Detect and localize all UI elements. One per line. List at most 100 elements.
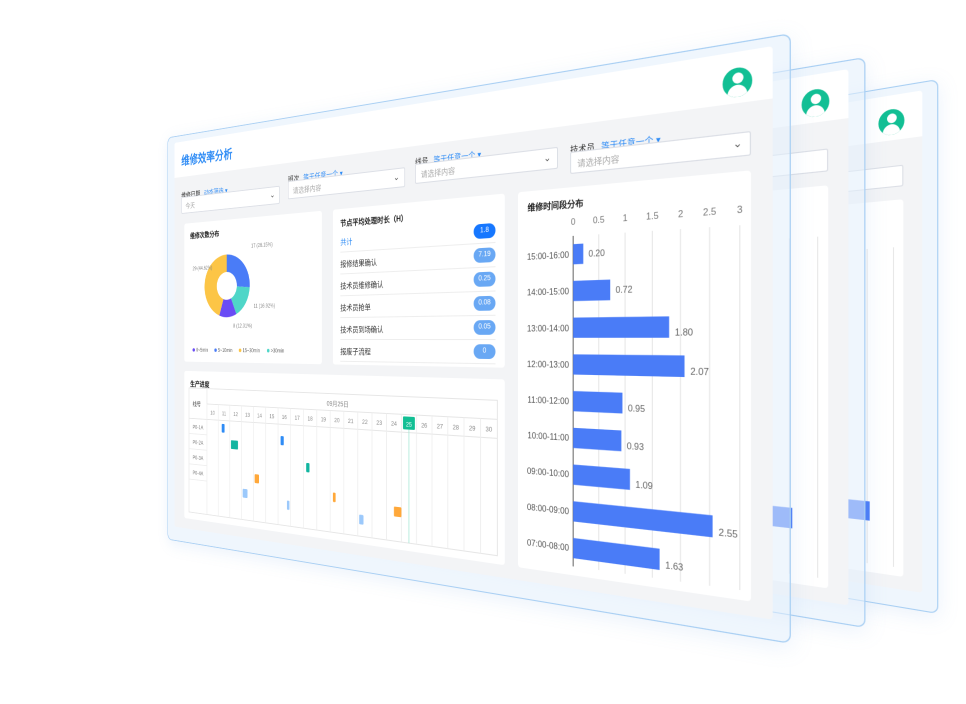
bar [573,501,713,538]
category-label: 08:00-09:00 [527,503,569,517]
grid-line [189,464,207,466]
dashboard-mockup: 维修效率分析 维修日期 动态筛选 ▾ 今天 ⌄ 班次 等于任意一个 ▾ 请选择内容 ⌄ … [55,33,939,644]
node-row[interactable]: 报废子流程 0 [340,340,496,365]
node-duration-card: 节点平均处理时长（H） 共计 1.8 报修结果确认 7.19 技术员维修确认 0.25 技术… [332,193,505,368]
legend-item[interactable]: >30min [266,348,284,354]
user-avatar-icon[interactable] [722,65,753,100]
day-label: 10 [210,410,214,416]
bar [573,354,685,378]
x-tick-label: 2.5 [703,207,717,218]
x-tick-label: 3 [737,205,743,216]
legend-label: 15~30min [242,348,260,355]
day-label: 27 [437,423,443,431]
legend-item[interactable]: 15~30min [238,348,260,355]
chevron-down-icon: ⌄ [543,151,552,164]
x-tick-label: 1.5 [646,212,659,223]
duration-badge: 1.8 [473,222,496,240]
today-marker [403,416,415,430]
grid-line [189,449,207,451]
day-label: 28 [453,424,459,432]
grid-line [189,418,497,438]
day-label: 23 [376,420,382,427]
line-label: P0-3A [193,455,204,462]
page-title: 维修效率分析 [181,146,233,168]
slice-label: 8 (12.31%) [233,323,252,329]
task-bar [242,488,248,499]
chevron-down-icon: ⌄ [269,189,275,200]
duration-badge: 0.25 [473,271,496,287]
shift-select[interactable]: 请选择内容 ⌄ [287,167,406,200]
day-label: 11 [222,411,226,417]
line-select[interactable]: 请选择内容 ⌄ [415,146,559,184]
day-label: 16 [282,415,287,422]
legend-label: 5~10min [217,348,233,354]
day-label: 17 [295,415,300,422]
grid-line [207,404,497,419]
node-label: 技术员抢单 [340,303,371,313]
day-label: 21 [348,418,353,425]
node-label: 报废子流程 [340,347,371,357]
line-label: P0-4A [193,470,204,477]
day-label: 30 [486,426,493,434]
time-distribution-card: 维修时间段分布 0 0.5 1 1.5 2 2.5 3 15:00-16:00 0.20 14:0… [518,170,752,602]
category-label: 11:00-12:00 [528,396,570,407]
user-avatar-icon[interactable] [878,107,905,137]
day-label: 26 [421,423,427,431]
month-label: 09月25日 [327,400,349,409]
pie-slice [226,253,250,289]
day-label: 29 [469,425,475,433]
duration-badge: 0 [473,344,496,360]
value-label: 0.95 [628,404,645,414]
day-label: 19 [321,417,326,424]
line-label: P0-1A [193,425,204,432]
legend-item[interactable]: 0~5min [192,348,208,354]
value-label: 0.93 [627,442,644,453]
technician-select[interactable]: 请选择内容 ⌄ [570,130,752,175]
task-bar [280,436,284,446]
grid-line [189,479,207,481]
day-label: 25 [406,422,412,429]
bar [573,537,660,570]
bar-chart: 0 0.5 1 1.5 2 2.5 3 15:00-16:00 0.20 14:00-15:00 0… [527,205,743,601]
task-bar [332,492,336,503]
value-label: 0.20 [588,249,605,259]
value-label: 1.09 [635,481,653,492]
category-label: 07:00-08:00 [527,539,569,554]
category-label: 14:00-15:00 [527,288,569,298]
task-bar [306,462,310,473]
day-label: 14 [257,413,262,420]
category-label: 13:00-14:00 [527,324,569,333]
value-label: 2.55 [719,528,738,540]
node-label: 共计 [340,237,353,247]
legend-item[interactable]: 5~10min [214,348,233,354]
node-label: 技术员到场确认 [340,325,384,335]
dashboard-panel: 维修效率分析 维修日期 动态筛选 ▾ 今天 ⌄ 班次 等于任意一个 ▾ 请选择内容 ⌄ … [167,33,791,644]
dashboard-content: 维修效率分析 维修日期 动态筛选 ▾ 今天 ⌄ 班次 等于任意一个 ▾ 请选择内容 ⌄ … [174,46,773,620]
bar [573,464,630,490]
day-label: 12 [233,412,238,419]
category-label: 09:00-10:00 [527,468,569,481]
task-bar [254,474,259,484]
bar [573,243,584,265]
line-label: P0-2A [193,440,204,447]
filter-technician: 技术员 等于任意一个 ▾ 请选择内容 ⌄ [570,116,752,175]
bar [573,279,611,302]
row-header: 线号 [193,400,201,409]
bar [573,316,670,338]
bar [573,427,622,452]
filter-repair-date: 维修日期 动态筛选 ▾ 今天 ⌄ [181,175,280,214]
task-bar [286,500,290,510]
user-avatar-icon[interactable] [801,87,830,119]
day-label: 24 [391,421,397,428]
slice-label: 17 (26.15%) [251,242,273,250]
node-row[interactable]: 技术员到场确认 0.05 [340,316,496,341]
production-progress-card: 生产进度 线号 09月25日 10 11 12 13 14 15 16 17 18 19 20 21 22 2… [184,370,505,566]
value-label: 1.63 [665,561,683,573]
legend-dot-icon [214,348,217,352]
select-placeholder: 请选择内容 [420,166,456,180]
select-placeholder: 请选择内容 [577,154,620,169]
repair-count-card: 维修次数分布 17 (26.15%) 11 (16.92%) 8 (12.31%) 2… [184,210,322,365]
node-row[interactable]: 技术员抢单 0.08 [340,292,496,319]
legend-dot-icon [238,348,242,353]
category-label: 15:00-16:00 [527,251,569,262]
